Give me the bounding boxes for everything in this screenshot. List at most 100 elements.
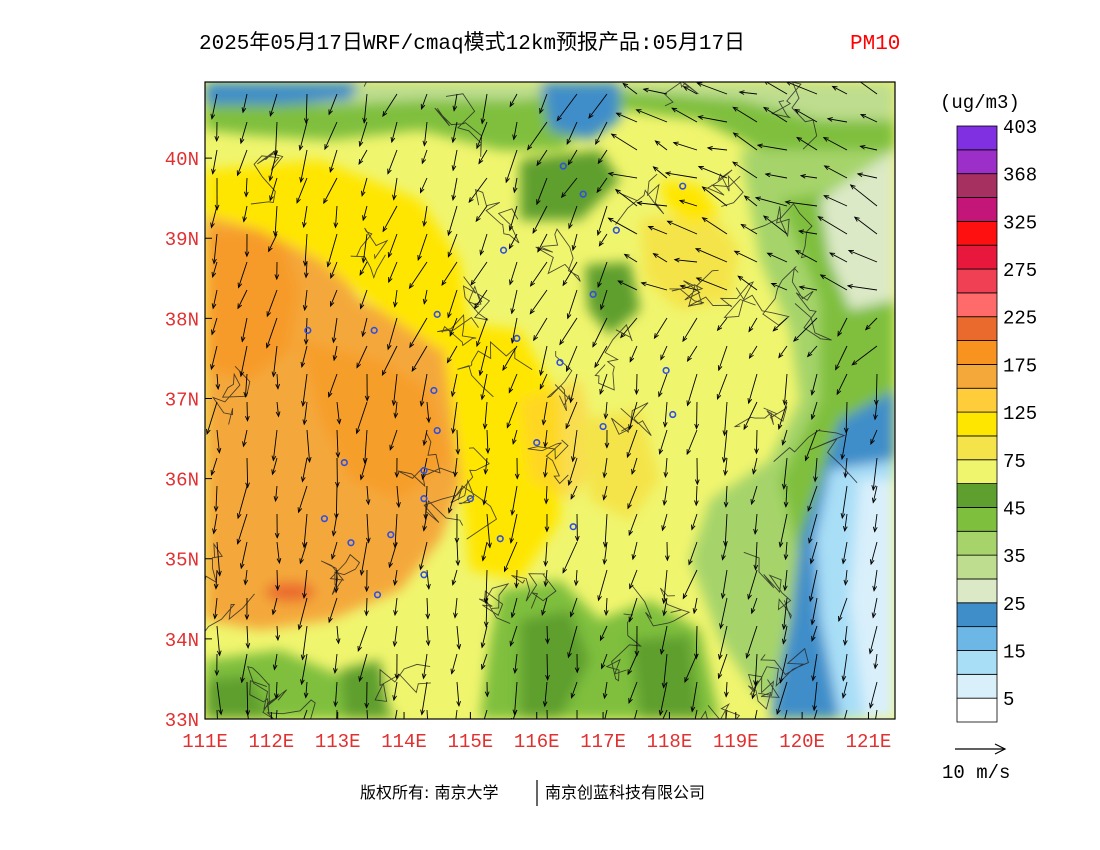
wind-arrow: [365, 513, 371, 544]
wind-arrow: [697, 166, 728, 179]
wind-arrow: [300, 653, 308, 686]
wind-arrow: [786, 82, 818, 95]
wind-arrow: [868, 625, 878, 655]
wind-arrow: [324, 121, 338, 151]
wind-arrow: [355, 401, 368, 435]
city-marker: [569, 523, 577, 531]
wind-arrow: [686, 373, 698, 407]
wind-arrow: [302, 289, 308, 312]
wind-arrow: [393, 401, 399, 419]
wind-arrow: [682, 86, 698, 95]
wind-arrow: [392, 625, 398, 648]
wind-arrow: [210, 345, 218, 371]
wind-arrow: [634, 373, 639, 396]
lon-label: 114E: [381, 731, 427, 753]
wind-arrow: [393, 289, 398, 308]
wind-arrow: [536, 177, 548, 206]
wind-arrow: [211, 317, 218, 336]
wind-arrow: [694, 485, 699, 507]
wind-arrow: [357, 625, 368, 652]
wind-arrow: [836, 373, 848, 396]
wind-arrow: [275, 401, 281, 418]
wind-arrow: [394, 709, 398, 719]
wind-arrow: [265, 317, 278, 349]
colorbar-bin: [956, 650, 998, 675]
colorbar-label: 75: [1003, 451, 1026, 473]
wind-arrow: [693, 625, 699, 660]
wind-arrow: [846, 284, 878, 291]
wind-arrow: [455, 429, 461, 456]
wind-arrow: [276, 541, 282, 565]
colorbar-bin: [956, 316, 998, 341]
wind-arrow: [422, 205, 428, 228]
wind-arrow: [871, 485, 878, 504]
wind-arrow: [505, 149, 518, 184]
wind-arrow: [508, 373, 518, 394]
city-marker: [513, 334, 521, 343]
wind-arrow: [206, 401, 218, 435]
wind-arrow: [426, 569, 431, 590]
wind-arrow: [422, 121, 428, 147]
boundary-line: [205, 593, 255, 633]
wind-arrow: [210, 457, 218, 477]
wind-arrow: [364, 681, 370, 709]
lat-label: 35N: [165, 550, 199, 572]
wind-arrow: [763, 106, 788, 123]
colorbar-label: 45: [1003, 498, 1026, 520]
city-marker: [612, 226, 620, 234]
wind-arrow: [653, 317, 668, 340]
wind-arrow: [481, 541, 488, 562]
city-marker: [599, 422, 607, 431]
wind-arrow: [329, 149, 338, 173]
colorbar-bin: [956, 697, 998, 723]
colorbar-label: 15: [1003, 641, 1026, 663]
wind-arrow: [647, 226, 668, 235]
wind-arrow: [567, 625, 578, 659]
wind-arrow: [843, 625, 848, 646]
wind-arrow: [843, 457, 849, 479]
wind-arrow: [301, 373, 308, 407]
colorbar-bin: [956, 507, 998, 532]
wind-arrow: [533, 317, 548, 342]
wind-arrow: [541, 597, 548, 617]
lon-label: 117E: [580, 731, 626, 753]
credit-left: 版权所有: 南京大学: [360, 783, 498, 802]
city-marker: [340, 458, 348, 467]
wind-arrow: [694, 709, 698, 719]
wind-arrow: [542, 681, 548, 708]
wind-arrow: [328, 373, 338, 398]
wind-arrow: [841, 541, 848, 565]
wind-arrow: [422, 513, 428, 532]
wind-arrow: [640, 281, 668, 291]
wind-arrow: [243, 569, 249, 586]
wind-arrow: [268, 149, 278, 182]
wind-arrow: [211, 289, 218, 310]
wind-arrow: [392, 681, 398, 702]
colorbar-bin: [956, 149, 998, 175]
wind-arrow: [269, 177, 278, 202]
wind-arrow: [450, 373, 458, 398]
lat-label: 39N: [165, 229, 199, 251]
wind-arrow: [620, 317, 638, 339]
wind-arrow: [859, 82, 878, 95]
city-marker: [533, 438, 541, 447]
wind-arrow: [701, 217, 728, 235]
wind-arrow: [451, 121, 458, 144]
boundary-line: [734, 406, 788, 428]
wind-arrow: [851, 345, 878, 366]
lon-label: 112E: [249, 731, 295, 753]
wind-arrow: [426, 401, 431, 424]
wind-arrow: [596, 205, 608, 237]
wind-arrow: [747, 373, 758, 405]
wind-arrow: [389, 429, 398, 451]
wind-arrow: [602, 681, 608, 700]
wind-arrow: [306, 429, 312, 464]
wind-arrow: [478, 149, 488, 165]
wind-arrow: [481, 653, 488, 671]
wind-arrow: [331, 513, 338, 537]
lon-label: 111E: [182, 731, 228, 753]
wind-arrow: [210, 205, 218, 229]
wind-arrow: [447, 289, 458, 319]
credit-right: 南京创蓝科技有限公司: [545, 783, 705, 802]
wind-arrow: [504, 541, 518, 573]
